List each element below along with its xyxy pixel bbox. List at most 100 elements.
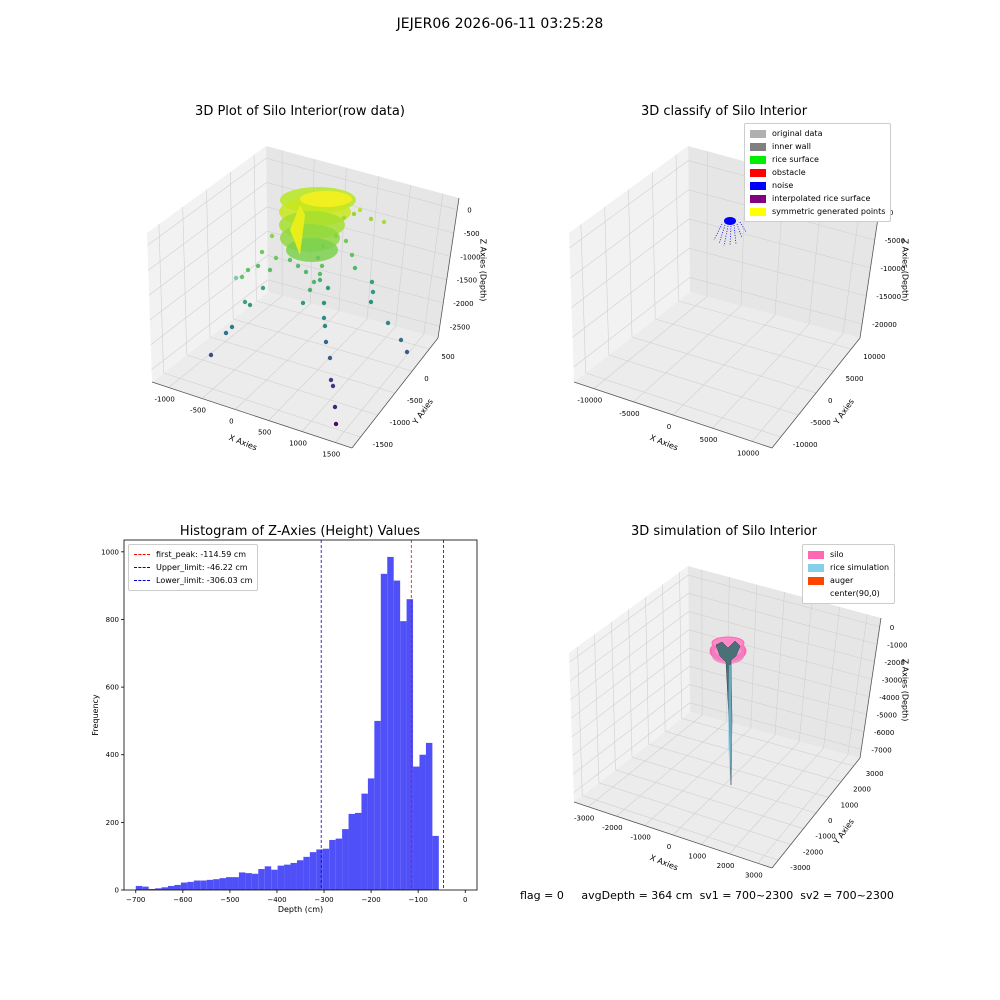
legend-item: rice surface xyxy=(750,153,885,166)
histogram-x-tick-label: −400 xyxy=(267,896,286,904)
histogram-bar xyxy=(258,869,265,890)
plot4-grid-x xyxy=(750,584,758,729)
histogram-x-tick-label: −100 xyxy=(409,896,428,904)
plot1-data-point xyxy=(223,330,229,336)
histogram-bar xyxy=(277,865,285,890)
histogram-bar xyxy=(322,848,330,890)
plot1-data-point xyxy=(267,267,273,273)
legend-item: original data xyxy=(750,127,885,140)
plot1-data-point xyxy=(229,324,235,330)
plot2-grid-y xyxy=(608,354,799,416)
plot2-noise-strand xyxy=(733,224,737,245)
legend-label: auger xyxy=(830,576,854,585)
plot4-grid-x xyxy=(847,614,868,755)
legend-label: Upper_limit: -46.22 cm xyxy=(156,563,248,572)
histogram-bar xyxy=(309,852,317,890)
plot2-grid-y xyxy=(655,318,834,372)
legend-label: Lower_limit: -306.03 cm xyxy=(156,576,253,585)
plot4-z-tick-label: -6000 xyxy=(874,729,894,737)
plot1-grid-x xyxy=(423,193,444,335)
legend-swatch xyxy=(808,576,824,585)
histogram-bar xyxy=(361,793,368,890)
plot2-y-axis-line xyxy=(771,337,861,449)
plot4-z-axis-line xyxy=(859,617,882,759)
histogram-y-tick-label: 0 xyxy=(115,887,119,895)
plot1-data-point xyxy=(343,238,349,244)
histogram-bar xyxy=(251,873,259,890)
plot2-noise-strand xyxy=(729,225,732,246)
histogram-legend-item: Lower_limit: -306.03 cm xyxy=(134,574,252,587)
plot4-x-tick-label: -1000 xyxy=(631,834,651,842)
histogram-bar xyxy=(387,556,394,890)
legend-item: symmetric generated points xyxy=(750,205,885,218)
plot1-data-point xyxy=(260,285,266,291)
plot1-grid-z xyxy=(147,157,458,246)
plot1-data-point xyxy=(317,277,323,283)
histogram-bar xyxy=(316,849,323,890)
plot4-grid-y xyxy=(681,718,854,767)
plot2-grid-y xyxy=(678,300,852,350)
plot2-x-tick-label: -5000 xyxy=(619,410,639,418)
plot1-x-axis-line xyxy=(151,381,353,449)
plot4-y-tick-label: -1000 xyxy=(815,833,835,841)
plot1-y-axis-line xyxy=(351,337,439,449)
histogram-bar xyxy=(355,812,362,890)
histogram-bar xyxy=(406,599,414,890)
plot1-data-point xyxy=(287,257,293,263)
plot1-data-point xyxy=(307,287,313,293)
plot1-data-point xyxy=(341,215,347,221)
plot1-grid-z xyxy=(151,279,440,370)
legend-swatch xyxy=(750,168,766,177)
sv2-text: sv2 = 700~2300 xyxy=(800,889,894,902)
plot1-data-point xyxy=(333,233,339,239)
plot4-y-tick-label: 1000 xyxy=(841,801,859,809)
plot2-y-axis-label: Y Axies xyxy=(831,397,856,427)
plot4-grid-x xyxy=(774,591,785,736)
histogram-bar xyxy=(419,754,426,890)
histogram-bar xyxy=(329,839,336,890)
legend-item: center(90,0) xyxy=(808,587,889,600)
histogram-bar xyxy=(432,835,439,890)
histogram-bar xyxy=(213,879,220,890)
histogram-x-tick-label: −600 xyxy=(173,896,192,904)
histogram-bar xyxy=(193,880,201,890)
classify-legend: original data inner wall rice surface obsta… xyxy=(744,123,892,222)
plot1-z-tick-label: -2500 xyxy=(450,323,470,331)
plot4-grid-z xyxy=(573,702,862,793)
plot1-data-point xyxy=(317,271,323,277)
histogram-bar xyxy=(155,888,162,890)
legend-label: center(90,0) xyxy=(830,589,880,598)
plot4-grid-y xyxy=(611,621,616,770)
plot4-x-tick-label: 2000 xyxy=(717,862,735,870)
plot1-x-tick-label: 500 xyxy=(258,429,271,437)
plot4-grid-z xyxy=(572,684,865,775)
plot1-x-tick-label: -500 xyxy=(190,407,206,415)
legend-item: interpolated rice surface xyxy=(750,192,885,205)
histogram-bar xyxy=(200,880,207,890)
legend-line-swatch xyxy=(134,554,150,555)
plot4-grid-y xyxy=(577,646,583,796)
plot1-data-point xyxy=(269,233,275,239)
legend-swatch xyxy=(750,181,766,190)
plot4-x-tick-label: -3000 xyxy=(574,815,594,823)
histogram-bar xyxy=(393,580,401,890)
legend-label: original data xyxy=(772,129,823,138)
legend-line-swatch xyxy=(134,580,150,581)
plot2-x-tick-label: 10000 xyxy=(737,449,759,457)
plot1-y-tick-label: 500 xyxy=(441,353,454,361)
plot1-grid-y xyxy=(206,189,211,338)
legend-item: obstacle xyxy=(750,166,885,179)
figure-title: JEJER06 2026-06-11 03:25:28 xyxy=(396,16,604,32)
avg-depth-text: avgDepth = 364 cm xyxy=(581,889,693,902)
histogram-plot xyxy=(121,539,478,893)
legend-item: noise xyxy=(750,179,885,192)
histogram-y-tick-label: 1000 xyxy=(101,548,119,556)
plot4-grid-y xyxy=(648,743,829,798)
plot1-z-tick-label: -500 xyxy=(464,230,480,238)
legend-label: inner wall xyxy=(772,142,812,151)
plot1-data-point xyxy=(300,300,306,306)
plot4-x-tick-label: -2000 xyxy=(602,824,622,832)
plot2-grid-y xyxy=(585,372,781,438)
plot4-y-tick-label: 2000 xyxy=(853,786,871,794)
histogram-bar xyxy=(135,885,143,890)
